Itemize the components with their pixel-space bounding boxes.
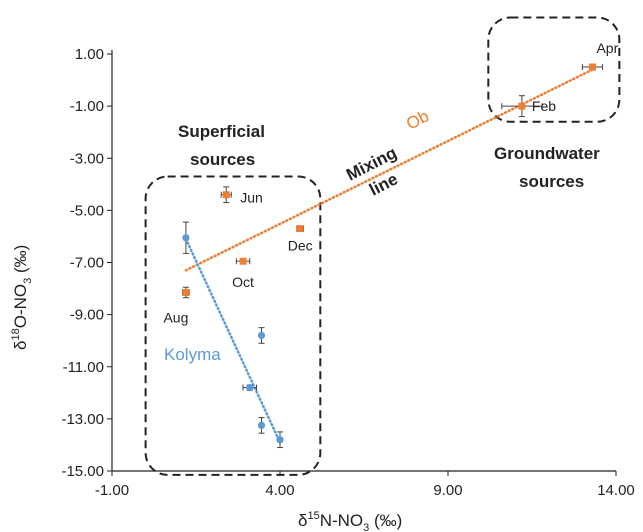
point-label-jun: Jun (240, 190, 263, 206)
y-tick-label: -7.00 (70, 255, 104, 272)
series-label-kolyma: Kolyma (164, 345, 221, 364)
point-kolyma (182, 234, 190, 242)
x-tick-label: -1.00 (95, 482, 129, 499)
axis-titles: δ15N-NO3 (‰) δ18O-NO3 (‰) (10, 245, 402, 532)
y-tick-label: -5.00 (70, 202, 104, 219)
region-boxes (144, 16, 621, 476)
groundwater-sources-box (487, 16, 621, 123)
annotation-groundwater-1: Groundwater (494, 144, 600, 163)
point-ob-aug (182, 288, 190, 296)
x-tick-label: 14.00 (597, 482, 635, 499)
x-tick-label: 9.00 (433, 482, 462, 499)
y-axis-title: δ18O-NO3 (‰) (10, 245, 34, 350)
series-label-ob: Ob (403, 106, 432, 133)
x-axis-title: δ15N-NO3 (‰) (298, 510, 402, 532)
tick-group: -1.00 4.00 9.00 14.00 1.00 -1.00 -3.00 -5.00 -7.… (61, 46, 634, 499)
y-tick-label: -3.00 (70, 150, 104, 167)
y-tick-label: 1.00 (75, 46, 104, 63)
y-tick-label: -13.00 (61, 411, 104, 428)
point-ob-feb (518, 102, 526, 110)
annotation-superficial-2: sources (190, 150, 255, 169)
point-kolyma (257, 331, 266, 340)
y-tick-label: -1.00 (70, 98, 104, 115)
text-labels: Superficial sources Groundwater sources … (164, 106, 600, 364)
annotation-superficial-1: Superficial (178, 122, 265, 141)
y-tick-label: -11.00 (63, 359, 104, 376)
y-tick-label: -15.00 (61, 463, 104, 480)
point-kolyma (276, 436, 284, 444)
y-tick-label: -9.00 (70, 307, 104, 324)
point-ob-apr (588, 63, 596, 71)
point-kolyma (257, 421, 266, 429)
point-label-aug: Aug (163, 309, 188, 325)
point-label-oct: Oct (232, 274, 254, 290)
point-label-dec: Dec (288, 238, 313, 254)
point-label-apr: Apr (596, 40, 618, 56)
point-ob-jun (222, 191, 230, 199)
trendline-kolyma (184, 237, 282, 444)
point-label-feb: Feb (532, 98, 556, 114)
x-tick-label: 4.00 (265, 482, 294, 499)
annotation-groundwater-2: sources (519, 172, 584, 191)
superficial-sources-box (144, 175, 322, 476)
point-kolyma (246, 384, 254, 392)
data-points: Apr Feb Jun Dec Oct Aug (163, 40, 619, 449)
point-ob-dec (296, 225, 304, 233)
axes (111, 50, 616, 472)
point-ob-oct (239, 257, 247, 265)
